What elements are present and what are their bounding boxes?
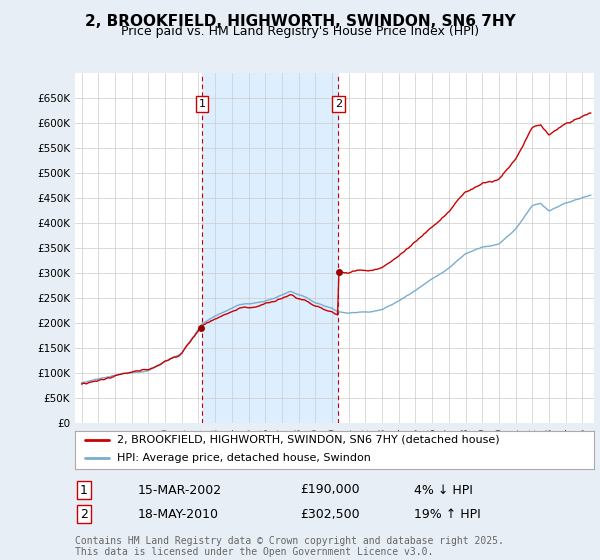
Text: 2: 2 [80,507,88,521]
Text: Price paid vs. HM Land Registry's House Price Index (HPI): Price paid vs. HM Land Registry's House … [121,25,479,38]
Text: £190,000: £190,000 [300,483,359,497]
Text: 15-MAR-2002: 15-MAR-2002 [138,483,222,497]
Text: Contains HM Land Registry data © Crown copyright and database right 2025.
This d: Contains HM Land Registry data © Crown c… [75,535,504,557]
Text: £302,500: £302,500 [300,507,359,521]
Text: 4% ↓ HPI: 4% ↓ HPI [414,483,473,497]
Text: 2: 2 [335,99,342,109]
Text: HPI: Average price, detached house, Swindon: HPI: Average price, detached house, Swin… [116,453,370,463]
Text: 2, BROOKFIELD, HIGHWORTH, SWINDON, SN6 7HY: 2, BROOKFIELD, HIGHWORTH, SWINDON, SN6 7… [85,14,515,29]
Text: 1: 1 [199,99,205,109]
Text: 19% ↑ HPI: 19% ↑ HPI [414,507,481,521]
Text: 1: 1 [80,483,88,497]
Text: 18-MAY-2010: 18-MAY-2010 [138,507,219,521]
Bar [202,73,338,423]
Text: 2, BROOKFIELD, HIGHWORTH, SWINDON, SN6 7HY (detached house): 2, BROOKFIELD, HIGHWORTH, SWINDON, SN6 7… [116,435,499,445]
